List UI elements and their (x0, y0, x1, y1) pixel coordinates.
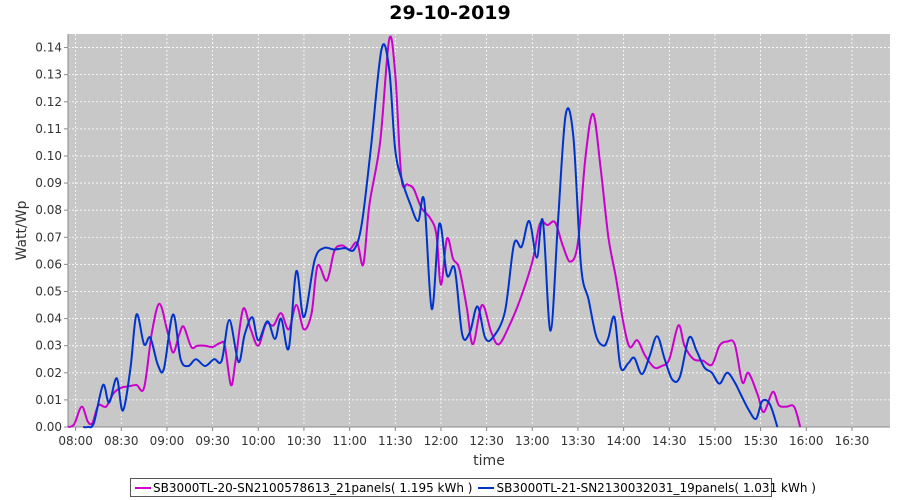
y-tick-label: 0.01 (35, 393, 62, 407)
y-tick-label: 0.04 (35, 312, 62, 326)
x-tick-label: 13:00 (515, 434, 550, 448)
y-tick-label: 0.14 (35, 41, 62, 55)
series-line-2 (83, 43, 779, 429)
chart-legend: SB3000TL-20-SN2100578613_21panels( 1.195… (130, 478, 816, 497)
y-tick-label: 0.09 (35, 176, 62, 190)
x-tick-label: 09:00 (150, 434, 185, 448)
y-tick-label: 0.11 (35, 122, 62, 136)
x-tick-label: 10:30 (287, 434, 322, 448)
x-tick-label: 13:30 (561, 434, 596, 448)
legend-item-series-2: SB3000TL-21-SN2130032031_19panels( 1.031… (478, 480, 816, 495)
y-tick-label: 0.10 (35, 149, 62, 163)
x-tick-label: 15:00 (698, 434, 733, 448)
x-tick-label: 08:00 (58, 434, 93, 448)
x-tick-label: 16:30 (835, 434, 870, 448)
x-tick-label: 11:30 (378, 434, 413, 448)
y-tick-label: 0.13 (35, 68, 62, 82)
chart-title: 29-10-2019 (389, 2, 511, 24)
x-tick-label: 08:30 (104, 434, 139, 448)
x-tick-label: 12:30 (469, 434, 504, 448)
y-tick-label: 0.07 (35, 230, 62, 244)
y-tick-label: 0.05 (35, 284, 62, 298)
x-tick-label: 16:00 (789, 434, 824, 448)
y-axis-label: Watt/Wp (14, 200, 30, 260)
x-tick-label: 15:30 (743, 434, 778, 448)
y-tick-label: 0.12 (35, 95, 62, 109)
x-tick-label: 14:30 (652, 434, 687, 448)
series-line-1 (67, 35, 802, 428)
legend-swatch-magenta (135, 486, 151, 489)
plot-area (68, 34, 890, 427)
legend-swatch-blue (478, 486, 495, 489)
x-axis-label: time (473, 453, 505, 469)
legend-label-series-2: SB3000TL-21-SN2130032031_19panels( 1.031… (496, 480, 816, 495)
y-tick-label: 0.06 (35, 257, 62, 271)
y-tick-label: 0.03 (35, 339, 62, 353)
legend-item-series-1: SB3000TL-20-SN2100578613_21panels( 1.195… (135, 481, 472, 495)
x-tick-label: 11:00 (332, 434, 367, 448)
x-tick-label: 14:00 (606, 434, 641, 448)
y-tick-label: 0.02 (35, 366, 62, 380)
y-tick-label: 0.08 (35, 203, 62, 217)
legend-label-series-1: SB3000TL-20-SN2100578613_21panels( 1.195… (153, 480, 473, 495)
x-tick-label: 10:00 (241, 434, 276, 448)
y-tick-label: 0.00 (35, 420, 62, 434)
x-tick-label: 12:00 (424, 434, 459, 448)
x-tick-label: 09:30 (195, 434, 230, 448)
